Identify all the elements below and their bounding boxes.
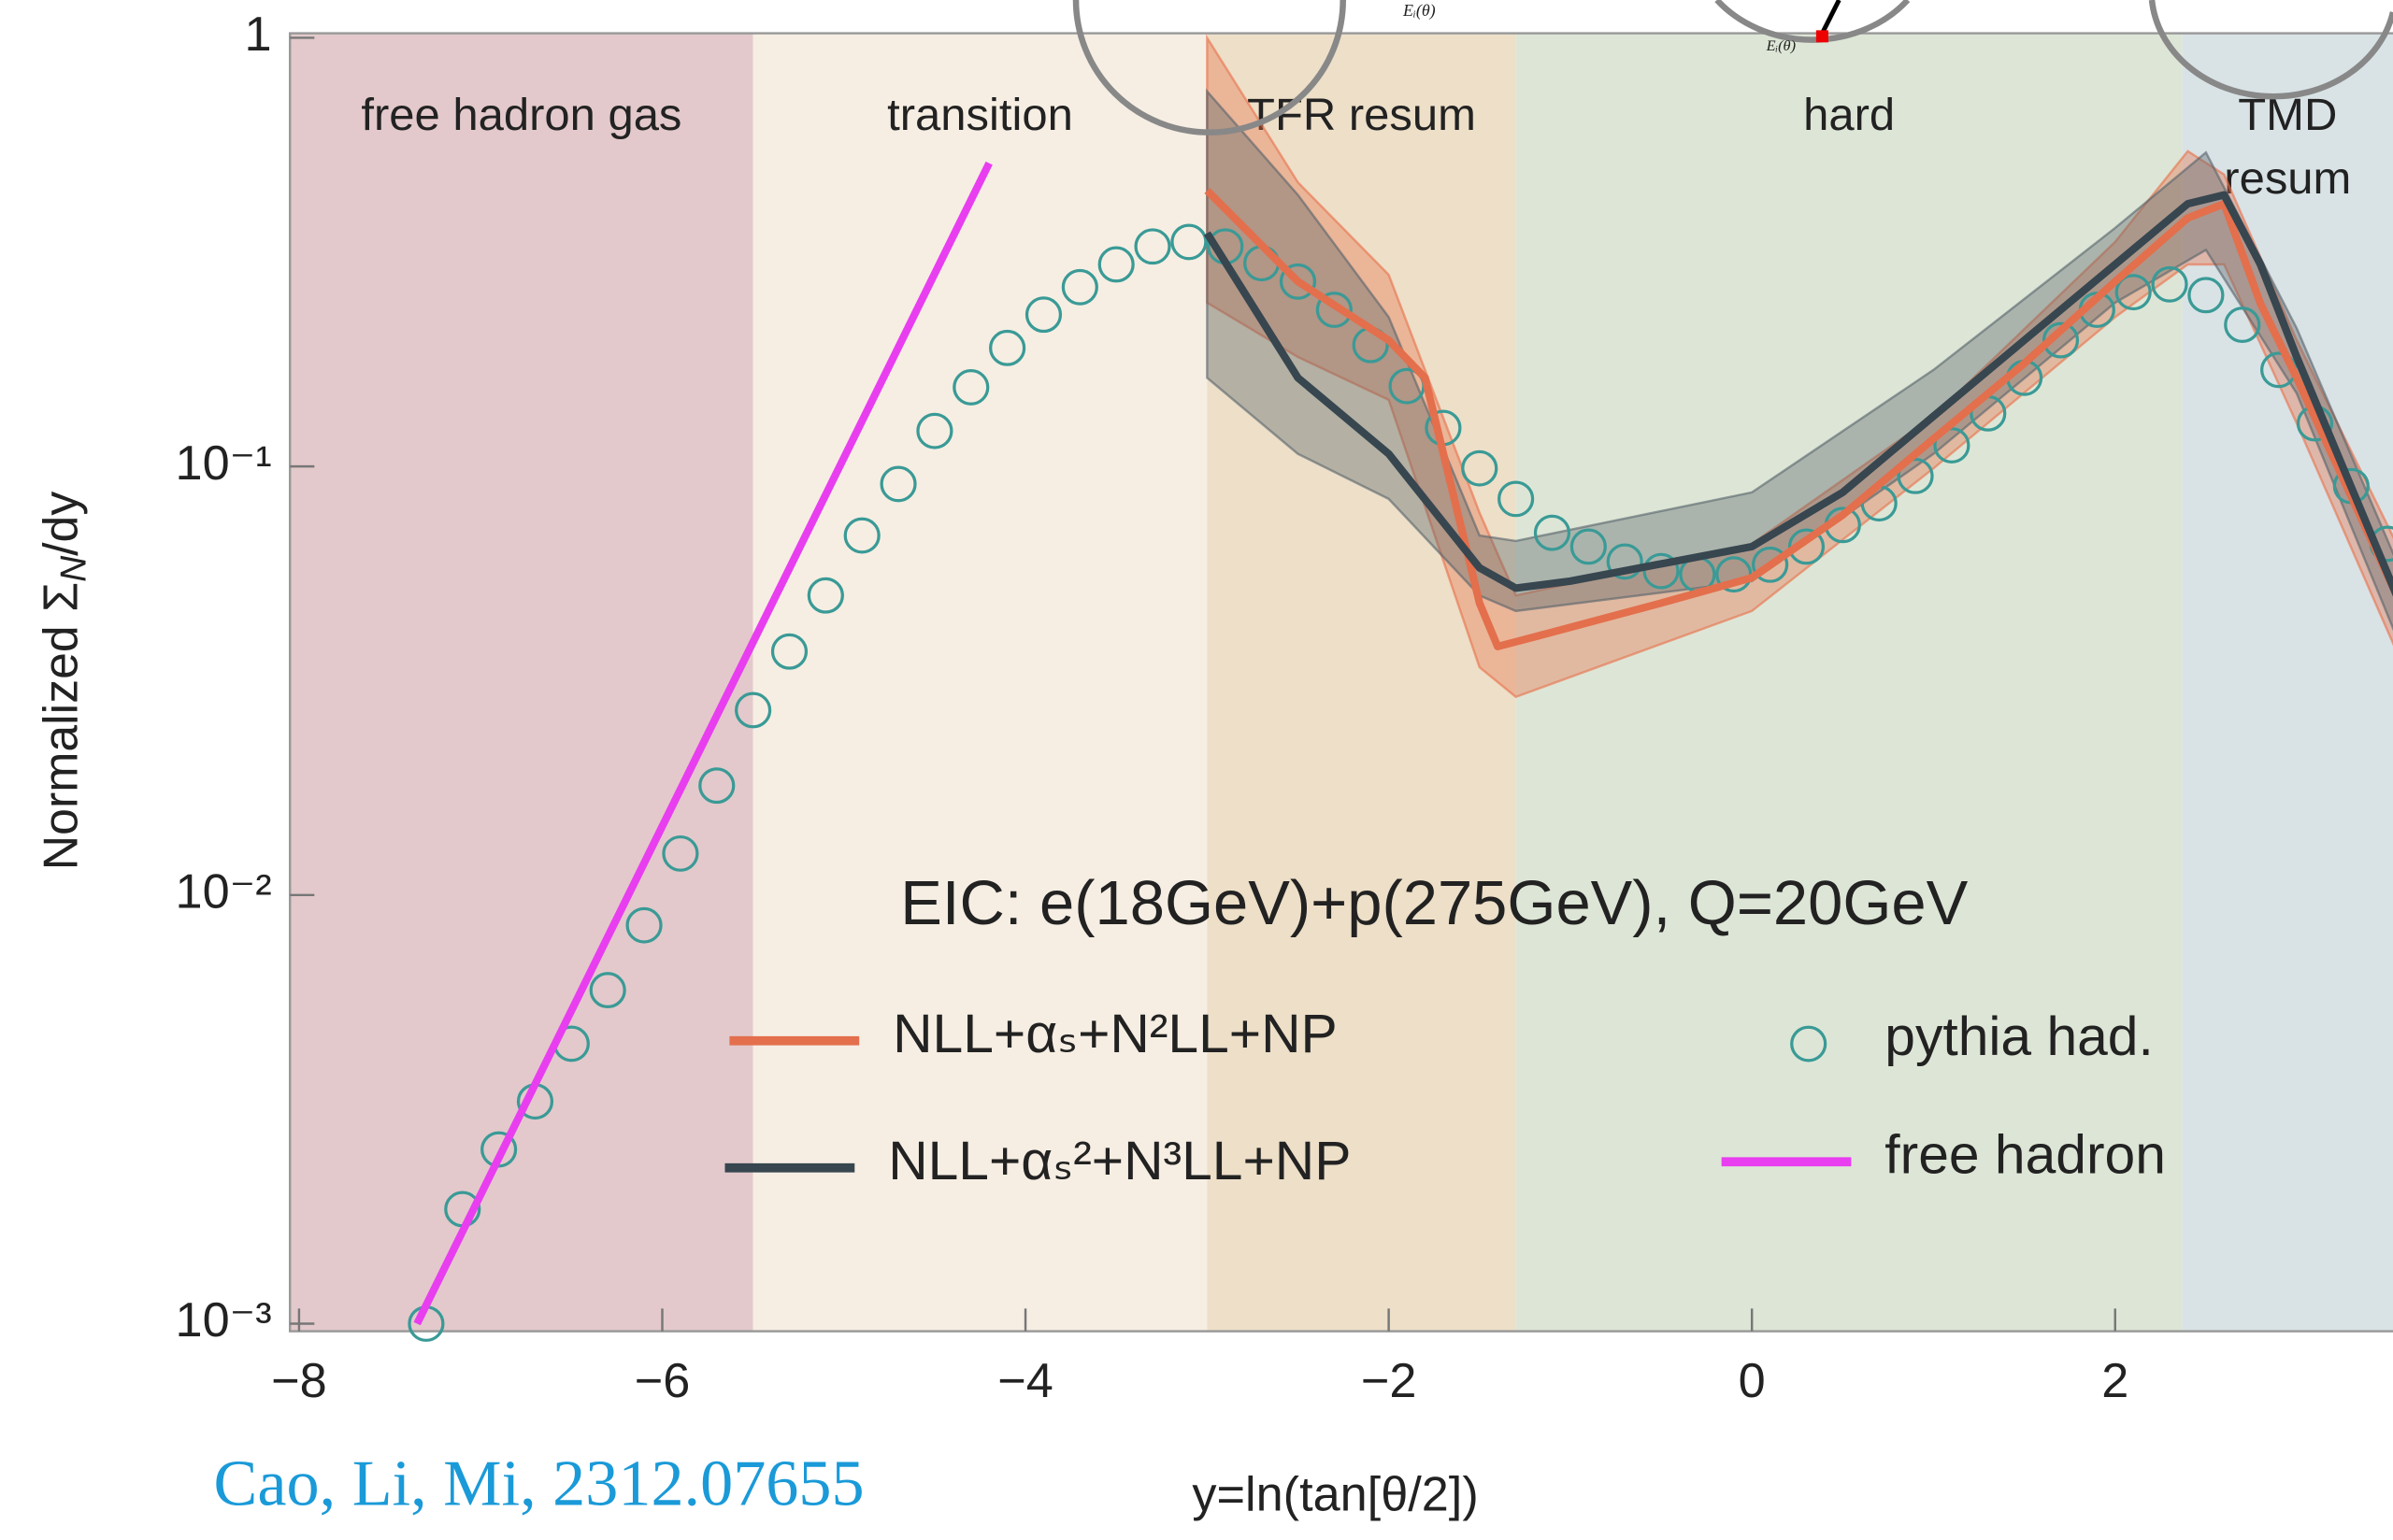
x-tick-label: −8 (271, 1354, 327, 1408)
region-label: transition (887, 90, 1073, 140)
scatter-point (2042, 321, 2080, 359)
scatter-point (662, 834, 699, 872)
region-label: resum (2224, 153, 2351, 204)
series-line (1203, 191, 2393, 597)
scatter-point (989, 329, 1026, 366)
y-label-part: Normalized Σ (34, 582, 88, 870)
background: free hadron gas transition TFR resum hard TM… (176, 7, 2393, 1408)
region (752, 33, 1208, 1332)
region (1207, 33, 1516, 1332)
scatter-point (1606, 543, 1643, 580)
scatter-point (1315, 292, 1353, 328)
scatter-point (1025, 296, 1063, 334)
y-tick-label: 10⁻² (176, 865, 272, 920)
legend-label: pythia had. (1884, 1006, 2154, 1067)
scatter-point (1097, 246, 1135, 283)
x-tick-label: −2 (1361, 1354, 1417, 1408)
annotation: EIC: e(18GeV)+p(275GeV), Q=20GeV (900, 869, 1969, 938)
scatter-point (807, 577, 844, 614)
region-label: TFR resum (1247, 90, 1476, 140)
diagram-label: Eᵢ(θ) (1766, 37, 1796, 54)
scatter-point (1497, 480, 1535, 518)
region-label: hard (1803, 90, 1895, 140)
diagram-label: Eᵢ(θ) (1402, 1, 1436, 21)
legend-label: NLL+αₛ²+N³LL+NP (888, 1131, 1351, 1191)
diagram-circle (1072, 0, 1346, 135)
series-line (413, 161, 993, 1326)
region-label: free hadron gas (361, 90, 681, 140)
plot-frame (288, 32, 2393, 1333)
scatter-point (589, 972, 626, 1009)
x-tick-label: −6 (635, 1354, 691, 1408)
region (290, 33, 753, 1332)
y-tick-label: 1 (245, 7, 272, 62)
top-decoration: Eᵢ(θ) Eᵢ(θ) (1072, 0, 2393, 135)
y-label-sub: N (54, 555, 94, 582)
scatter-point (698, 767, 736, 805)
scatter-point (1533, 514, 1571, 551)
scatter-point (625, 906, 663, 944)
scatter-point (843, 517, 881, 554)
region (2182, 33, 2393, 1332)
legend-label: NLL+αₛ+N²LL+NP (893, 1004, 1338, 1064)
x-tick-label: −4 (997, 1354, 1053, 1408)
scatter-point (1897, 457, 1934, 494)
scatter-point (1170, 223, 1208, 261)
scatter-point (1933, 427, 1970, 463)
error-band (1206, 34, 2393, 699)
diagram-circle (2148, 0, 2393, 100)
y-tick-label: 10⁻¹ (176, 436, 272, 491)
scatter-point (880, 465, 917, 503)
scatter-point (1642, 552, 1680, 590)
scatter-point (735, 692, 772, 729)
scatter-point (1569, 528, 1607, 565)
x-axis-label: y=ln(tan[θ/2]) (1192, 1468, 1478, 1522)
citation: Cao, Li, Mi, 2312.07655 (214, 1448, 865, 1520)
region (1515, 33, 2183, 1332)
series-line (1204, 188, 2393, 650)
scatter-point (2187, 277, 2225, 314)
scatter-point (1752, 546, 1789, 583)
y-axis-label: Normalized ΣN/dy (34, 492, 94, 870)
scatter-point (1134, 228, 1171, 265)
scatter-point (770, 633, 809, 670)
x-tick-label: 2 (2101, 1354, 2128, 1408)
diagram-circle (1714, 0, 1911, 43)
scatter-point (1279, 263, 1317, 300)
scatter-point (2114, 274, 2152, 311)
scatter-point (1061, 268, 1098, 306)
legend-marker (1790, 1025, 1827, 1062)
x-tick-label: 0 (1739, 1354, 1766, 1408)
legend: NLL+αₛ+N²LL+NP NLL+αₛ²+N³LL+NP pythia had.… (724, 1004, 2166, 1191)
scatter-point (953, 369, 990, 406)
scatter-point (1787, 528, 1826, 565)
y-tick-label: 10⁻³ (176, 1293, 272, 1348)
scatter-point (1461, 449, 1498, 487)
plot-marks (408, 34, 2393, 1342)
diagram-point (1815, 30, 1828, 43)
scatter-point (916, 412, 953, 449)
scatter-point (2151, 265, 2188, 303)
legend-label: free hadron (1884, 1125, 2166, 1186)
scatter-point (2224, 307, 2261, 344)
y-label-part: /dy (34, 492, 88, 556)
